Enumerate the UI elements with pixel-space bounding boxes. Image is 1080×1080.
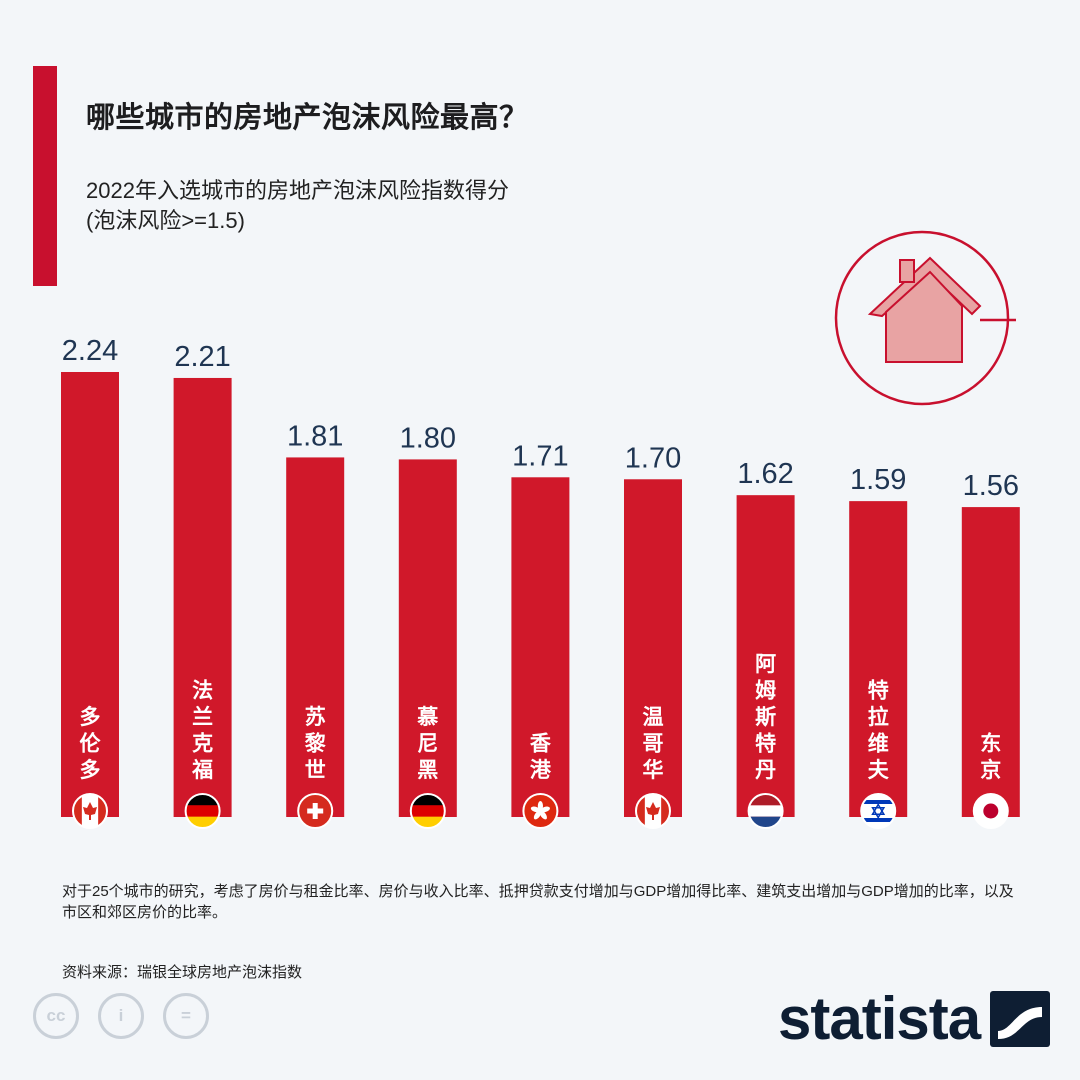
subtitle-line-1: 2022年入选城市的房地产泡沫风险指数得分	[86, 178, 509, 203]
subtitle-line-2: (泡沫风险>=1.5)	[86, 208, 245, 233]
bar	[511, 477, 570, 817]
source-note: 资料来源：瑞银全球房地产泡沫指数	[62, 964, 303, 981]
category-label: 温哥华	[643, 705, 664, 782]
value-label: 1.80	[400, 422, 456, 454]
value-label: 1.62	[737, 458, 793, 490]
switzerland-flag-icon	[297, 793, 334, 829]
category-label: 多伦多	[80, 705, 102, 782]
chart-title: 哪些城市的房地产泡沫风险最高？	[86, 102, 529, 134]
license-icons: cc i =	[33, 993, 209, 1039]
value-label: 1.71	[512, 440, 568, 472]
no-derivatives-icon[interactable]: =	[163, 993, 209, 1039]
value-label: 1.59	[850, 464, 906, 496]
value-label: 2.21	[174, 341, 230, 373]
category-label: 法兰克福	[191, 679, 213, 783]
brand-name: statista	[778, 985, 981, 1052]
bar	[624, 479, 682, 817]
bar	[61, 372, 119, 817]
germany-flag-icon	[184, 793, 221, 829]
japan-flag-icon	[972, 793, 1009, 829]
bar	[961, 507, 1020, 817]
category-label: 特拉维夫	[868, 679, 890, 783]
bar	[173, 377, 232, 817]
methodology-note: 对于25个城市的研究，考虑了房价与租金比率、房价与收入比率、抵押贷款支付增加与G…	[62, 883, 1014, 921]
category-label: 香港	[530, 732, 552, 783]
value-label: 2.24	[62, 335, 118, 367]
netherlands-flag-icon	[747, 793, 784, 829]
hong-kong-flag-icon	[522, 793, 559, 829]
value-label: 1.70	[625, 442, 681, 474]
statista-logo-icon	[990, 991, 1051, 1047]
canada-flag-icon	[72, 793, 108, 829]
bar	[398, 459, 457, 817]
category-label: 慕尼黑	[416, 705, 438, 782]
bar-chart: 2.24 多伦多 2.21 法兰克福 1.81 苏黎世 1.80 慕尼黑 1.71 香港 1.70 温…	[61, 335, 1020, 829]
category-label: 苏黎世	[305, 705, 326, 782]
canada-flag-icon	[635, 793, 671, 829]
chart-subtitle: 2022年入选城市的房地产泡沫风险指数得分 (泡沫风险>=1.5)	[86, 176, 509, 236]
house-icon	[834, 230, 1016, 406]
israel-flag-icon	[860, 793, 897, 829]
accent-bar	[33, 66, 57, 286]
value-label: 1.56	[963, 470, 1019, 502]
bar	[736, 495, 795, 817]
bar	[286, 457, 345, 817]
statista-brand[interactable]: statista	[778, 984, 1051, 1054]
bar	[849, 501, 908, 817]
category-label: 东京	[980, 732, 1001, 783]
category-label: 阿姆斯特丹	[755, 652, 776, 782]
value-label: 1.81	[287, 420, 343, 452]
germany-flag-icon	[409, 793, 446, 829]
attribution-icon[interactable]: i	[98, 993, 144, 1039]
cc-icon[interactable]: cc	[33, 993, 79, 1039]
